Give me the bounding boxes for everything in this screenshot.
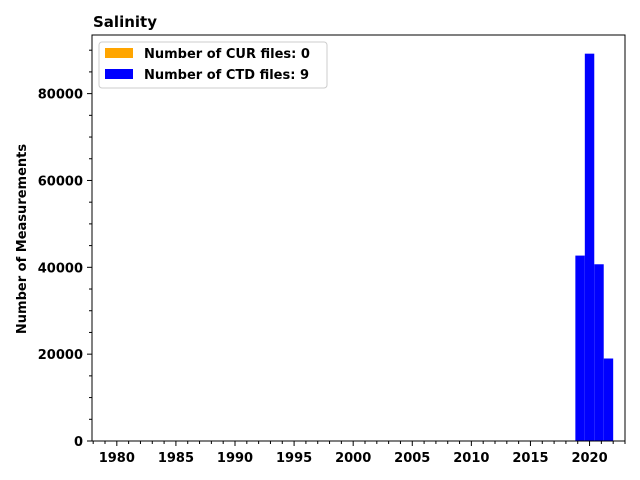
chart-title: Salinity (93, 13, 157, 31)
x-tick-label: 2015 (512, 451, 548, 466)
x-tick-label: 1980 (99, 451, 135, 466)
y-tick-label: 0 (74, 435, 83, 450)
legend-swatch-cur (105, 48, 133, 58)
y-tick-label: 40000 (38, 261, 83, 276)
bar-1-3 (603, 358, 614, 441)
x-axis: 1980 1985 1990 1995 2000 2005 2010 2015 2020 (92, 441, 626, 466)
legend: Number of CUR files: 0 Number of CTD fil… (98, 41, 328, 89)
y-tick-label: 20000 (38, 348, 83, 363)
x-tick-label: 2010 (453, 451, 489, 466)
bar-1-0 (575, 255, 585, 441)
x-tick-label: 1990 (217, 451, 253, 466)
x-tick-label: 2005 (394, 451, 430, 466)
x-tick-label: 1985 (158, 451, 194, 466)
bar-1-2 (594, 264, 604, 441)
y-tick-label: 60000 (38, 174, 83, 189)
y-tick-label: 80000 (38, 88, 83, 103)
legend-label-ctd: Number of CTD files: 9 (144, 68, 309, 83)
bar-1-1 (584, 53, 595, 442)
x-tick-label: 2020 (571, 451, 607, 466)
bars-layer (575, 53, 614, 442)
x-tick-label: 1995 (276, 451, 312, 466)
y-axis: 0 20000 40000 60000 80000 (38, 49, 92, 450)
legend-label-cur: Number of CUR files: 0 (144, 47, 310, 62)
plot-frame (91, 34, 626, 442)
legend-frame (98, 41, 328, 89)
y-axis-title: Number of Measurements (15, 144, 30, 334)
legend-swatch-ctd (105, 69, 133, 79)
x-tick-label: 2000 (335, 451, 371, 466)
